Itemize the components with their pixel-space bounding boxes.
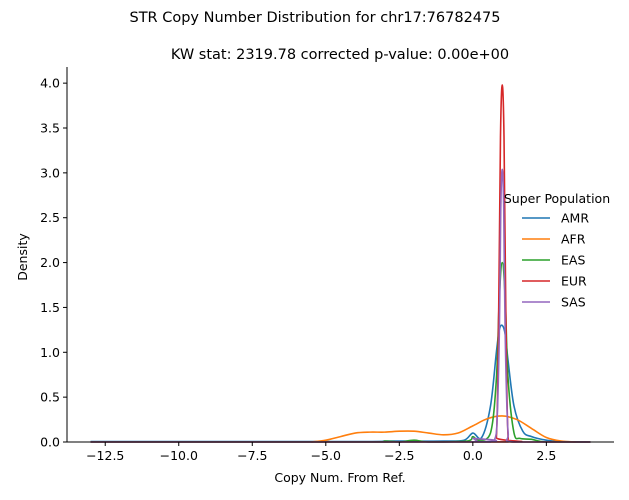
x-tick-label: 2.5 [536,448,556,463]
legend-title: Super Population [504,191,610,206]
y-tick-label: 0.0 [40,435,60,450]
y-tick-label: 3.5 [40,121,60,136]
series-line-afr [310,415,576,443]
x-tick-label: −10.0 [160,448,198,463]
legend-entries: AMR AFR EAS EUR SAS [522,211,589,310]
x-tick-label: −5.0 [311,448,341,463]
legend-label-afr: AFR [561,232,586,247]
plot-lines [90,84,591,443]
y-tick-label: 1.0 [40,345,60,360]
x-axis-ticks: −12.5 −10.0 −7.5 −5.0 −2.5 0.0 2.5 [86,442,556,463]
y-tick-label: 0.5 [40,390,60,405]
y-tick-label: 2.0 [40,255,60,270]
legend-label-eas: EAS [561,253,585,268]
y-tick-label: 3.0 [40,165,60,180]
y-tick-label: 1.5 [40,300,60,315]
legend-label-eur: EUR [561,274,587,289]
x-tick-label: −12.5 [86,448,124,463]
chart-subtitle: KW stat: 2319.78 corrected p-value: 0.00… [171,47,509,63]
legend: Super Population AMR AFR EAS EUR SAS [504,191,610,310]
series-line-eur [90,84,591,443]
legend-label-sas: SAS [561,295,586,310]
y-axis-label: Density [15,233,30,281]
y-tick-label: 4.0 [40,76,60,91]
x-tick-label: −2.5 [384,448,414,463]
x-axis-label: Copy Num. From Ref. [274,470,405,485]
series-line-sas [90,168,591,443]
y-tick-label: 2.5 [40,210,60,225]
series-line-amr [90,324,591,443]
y-axis-ticks: 0.0 0.5 1.0 1.5 2.0 2.5 3.0 3.5 4.0 [40,76,67,450]
x-tick-label: −7.5 [237,448,267,463]
legend-label-amr: AMR [561,211,589,226]
x-tick-label: 0.0 [463,448,483,463]
chart-title: STR Copy Number Distribution for chr17:7… [129,10,500,26]
